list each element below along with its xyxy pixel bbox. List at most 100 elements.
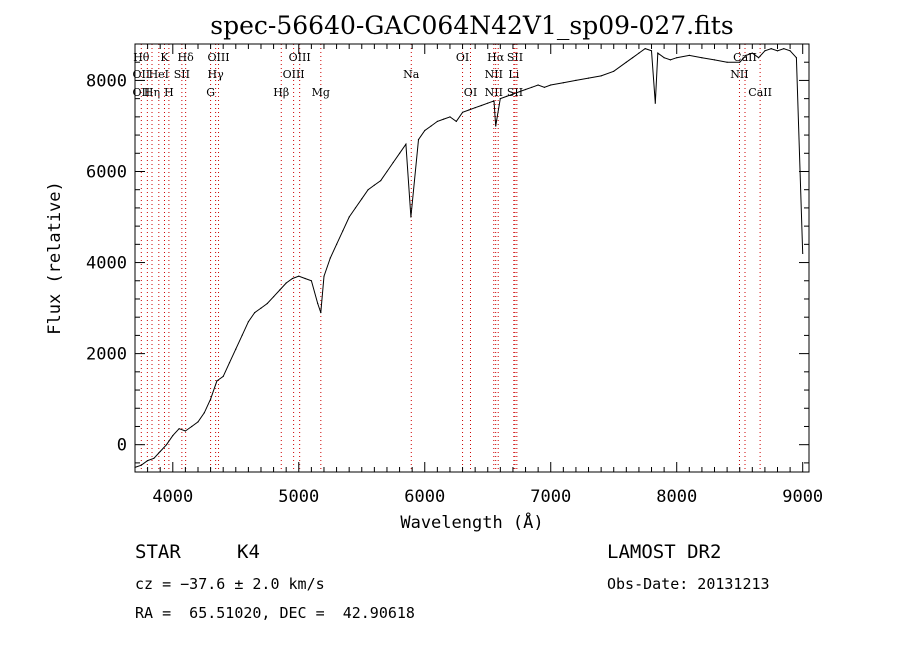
- spectrum-point-61: [506, 95, 508, 97]
- marker-label-18-1: NII: [485, 86, 503, 99]
- spectrum-point-89: [745, 54, 747, 57]
- spectrum-point-75: [632, 57, 634, 59]
- plot-frame: [134, 43, 810, 473]
- marker-label-8-0: G: [206, 86, 215, 99]
- marker-label-21-0: Li: [508, 68, 519, 81]
- spectrum-point-38: [367, 189, 369, 191]
- spectrum-point-68: [550, 84, 552, 86]
- marker-label-22-1: SII: [507, 86, 523, 99]
- marker-label-12-0: OIII: [283, 68, 305, 81]
- spectral-line-markers: HθOIIOIIHηHeIKHSIIHδGHγOIIIHβOIIIOIIIMgN…: [132, 44, 772, 472]
- spectrum-point-86: [713, 59, 716, 61]
- marker-label-22-0: SII: [507, 51, 523, 64]
- spectrum-point-50: [443, 118, 445, 120]
- spectrum-point-94: [776, 50, 779, 52]
- object-class: STAR: [135, 541, 181, 563]
- y-tick-label-4000: 4000: [86, 254, 127, 274]
- marker-label-10-0: OIII: [207, 51, 229, 64]
- spectrum-point-58: [493, 100, 495, 102]
- spectrum-point-46: [417, 139, 420, 141]
- marker-label-14-0: Mg: [312, 86, 330, 99]
- obs-date-text: Obs-Date: 20131213: [607, 575, 770, 593]
- spectrum-point-15: [228, 362, 231, 364]
- spectrum-point-34: [342, 230, 344, 232]
- spectrum-point-33: [336, 243, 338, 245]
- redshift-text: cz = −37.6 ± 2.0 km/s: [135, 575, 325, 593]
- spectrum-point-10: [197, 421, 199, 423]
- marker-label-15-0: Na: [403, 68, 420, 81]
- spectrum-point-51: [449, 116, 451, 118]
- y-tick-label-0: 0: [117, 436, 127, 456]
- marker-label-6-0: SII: [174, 68, 190, 81]
- spectrum-point-65: [531, 86, 533, 88]
- spectrum-point-48: [430, 125, 432, 127]
- marker-label-25-0: CaII: [733, 51, 757, 64]
- spectrum-point-12: [210, 398, 212, 400]
- spectrum-point-44: [405, 143, 407, 145]
- spectrum-point-87: [726, 61, 728, 63]
- spectrum-point-71: [587, 77, 590, 79]
- marker-label-7-0: Hδ: [178, 51, 195, 64]
- spectrum-point-73: [613, 70, 615, 72]
- spectrum-point-96: [789, 50, 791, 52]
- spectrum-point-1: [140, 464, 142, 466]
- x-tick-label-9000: 9000: [782, 487, 823, 507]
- spectrum-point-62: [512, 93, 514, 95]
- spectrum-point-24: [285, 282, 287, 284]
- plot-area: [134, 48, 804, 468]
- spectrum-point-66: [537, 84, 539, 86]
- spectrum-point-19: [254, 312, 256, 314]
- marker-label-11-0: Hβ: [273, 86, 289, 99]
- spectrum-point-31: [323, 275, 325, 277]
- spectrum-point-39: [373, 184, 375, 186]
- marker-label-16-0: OI: [456, 51, 469, 64]
- spectrum-point-74: [625, 61, 627, 63]
- spectrum-point-45: [410, 216, 412, 218]
- spectrum-point-26: [298, 275, 300, 277]
- x-tick-label-5000: 5000: [278, 487, 319, 507]
- spectrum-point-4: [159, 450, 161, 453]
- marker-label-13-0: OIII: [289, 51, 311, 64]
- spectrum-point-23: [279, 289, 281, 291]
- spectrum-point-63: [518, 91, 520, 93]
- x-axis-label: Wavelength (Å): [400, 511, 543, 533]
- spectrum-point-52: [455, 120, 457, 122]
- marker-label-9-0: Hγ: [208, 68, 225, 81]
- spectrum-point-11: [203, 412, 205, 414]
- spectrum-point-28: [310, 280, 312, 282]
- spectrum-point-7: [178, 428, 180, 430]
- spectrum-point-54: [468, 109, 470, 111]
- spectrum-point-2: [147, 460, 149, 462]
- marker-label-26-0: CaII: [748, 86, 772, 99]
- spectrum-point-67: [543, 86, 546, 88]
- spectrum-point-5: [165, 444, 168, 446]
- spectrum-point-59: [495, 125, 497, 127]
- spectrum-point-98: [802, 252, 804, 254]
- spectrum-point-22: [273, 296, 275, 298]
- spectrum-point-6: [172, 435, 174, 437]
- spectrum-point-21: [266, 302, 268, 305]
- spectrum-point-29: [317, 302, 319, 305]
- spectrum-point-92: [764, 50, 766, 52]
- spectrum-point-83: [676, 57, 678, 59]
- marker-label-24-0: NII: [730, 68, 748, 81]
- spectrum-line-0: [134, 48, 804, 468]
- y-tick-label-8000: 8000: [86, 71, 127, 91]
- marker-label-17-0: OI: [464, 86, 477, 99]
- spectrum-point-56: [480, 104, 482, 107]
- y-tick-label-2000: 2000: [86, 345, 127, 365]
- spectrum-point-41: [386, 170, 388, 173]
- spectrum-point-8: [184, 430, 186, 432]
- spectrum-point-88: [739, 61, 741, 63]
- spectrum-point-9: [191, 425, 193, 428]
- spectrum-point-90: [751, 52, 753, 54]
- spectrum-point-70: [575, 79, 577, 81]
- x-tick-label-4000: 4000: [152, 487, 193, 507]
- marker-label-18-0: NII: [485, 68, 503, 81]
- x-tick-label-7000: 7000: [530, 487, 571, 507]
- spectrum-point-60: [499, 98, 501, 100]
- spectrum-point-14: [222, 375, 224, 377]
- marker-label-5-0: H: [164, 86, 174, 99]
- x-axis-ticks: 4000 5000 6000 7000 8000 9000: [134, 44, 823, 507]
- spectrum-point-18: [247, 321, 249, 323]
